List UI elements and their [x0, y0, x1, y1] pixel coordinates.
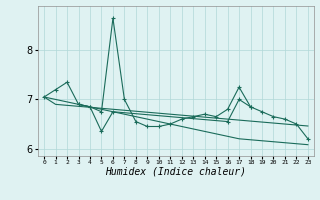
X-axis label: Humidex (Indice chaleur): Humidex (Indice chaleur) [106, 167, 246, 177]
